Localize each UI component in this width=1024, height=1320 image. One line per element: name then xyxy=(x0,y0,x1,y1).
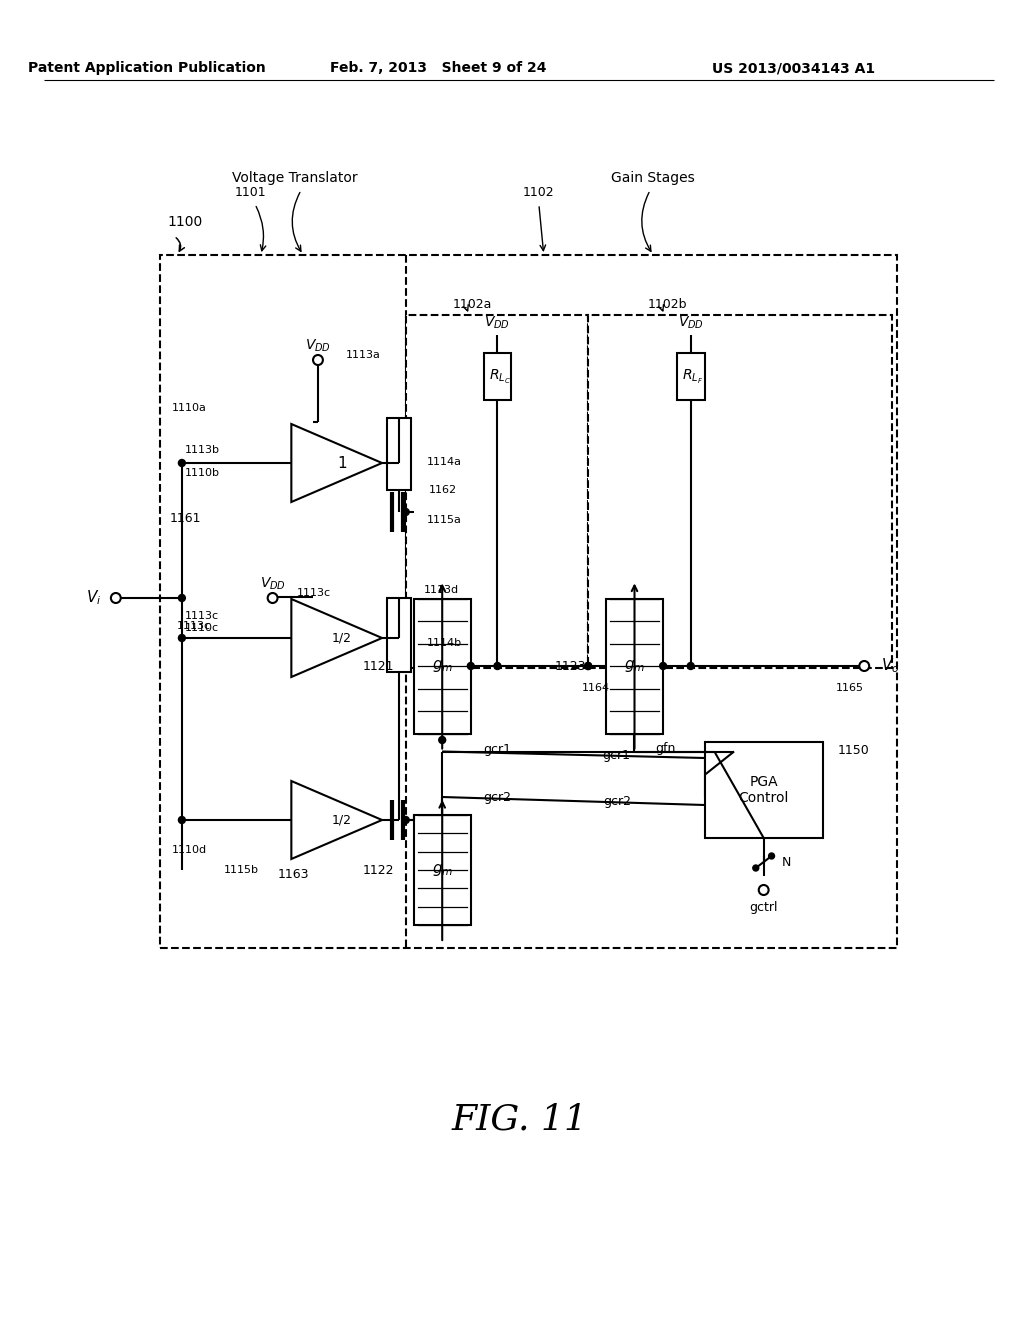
Text: $g_m$: $g_m$ xyxy=(431,862,453,878)
Text: 1110a: 1110a xyxy=(172,403,207,413)
Text: 1113c: 1113c xyxy=(185,611,219,620)
Text: $V_{DD}$: $V_{DD}$ xyxy=(484,314,510,331)
Text: 1113c: 1113c xyxy=(177,620,211,631)
Bar xyxy=(606,598,664,734)
Circle shape xyxy=(402,508,410,516)
Text: Gain Stages: Gain Stages xyxy=(611,172,695,185)
Text: 1161: 1161 xyxy=(170,511,202,524)
Bar xyxy=(387,418,411,490)
Text: 1110b: 1110b xyxy=(185,469,220,478)
Circle shape xyxy=(759,884,769,895)
Text: 1101: 1101 xyxy=(236,186,267,198)
Text: 1113a: 1113a xyxy=(345,350,381,360)
Text: 1114a: 1114a xyxy=(426,457,462,467)
Circle shape xyxy=(494,663,501,669)
Text: gctrl: gctrl xyxy=(750,902,778,915)
Text: gcr1: gcr1 xyxy=(602,748,630,762)
Text: 1102: 1102 xyxy=(523,186,555,198)
Circle shape xyxy=(585,663,592,669)
Text: 1115a: 1115a xyxy=(426,515,461,525)
Circle shape xyxy=(585,663,592,669)
Text: gcr2: gcr2 xyxy=(483,792,511,804)
Text: $V_{DD}$: $V_{DD}$ xyxy=(260,576,286,593)
Text: 1123: 1123 xyxy=(555,660,586,672)
Circle shape xyxy=(178,459,185,466)
Bar xyxy=(677,352,705,400)
Text: 1165: 1165 xyxy=(836,682,863,693)
Circle shape xyxy=(687,663,694,669)
Circle shape xyxy=(178,594,185,602)
Text: gcr1: gcr1 xyxy=(483,743,511,756)
Circle shape xyxy=(111,593,121,603)
Text: $g_m$: $g_m$ xyxy=(431,657,453,675)
Text: $R_{L_F}$: $R_{L_F}$ xyxy=(682,367,703,385)
Circle shape xyxy=(313,355,323,366)
Bar xyxy=(406,315,588,668)
Text: $V_i$: $V_i$ xyxy=(86,589,101,607)
Text: Voltage Translator: Voltage Translator xyxy=(232,172,358,185)
Circle shape xyxy=(753,865,759,871)
Text: FIG. 11: FIG. 11 xyxy=(452,1104,587,1137)
Text: 1113d: 1113d xyxy=(424,585,459,595)
Bar xyxy=(705,742,823,838)
Bar xyxy=(414,814,471,925)
Text: 1: 1 xyxy=(337,455,347,470)
Text: Feb. 7, 2013   Sheet 9 of 24: Feb. 7, 2013 Sheet 9 of 24 xyxy=(330,61,547,75)
Text: $R_{L_C}$: $R_{L_C}$ xyxy=(488,367,510,385)
Text: $g_m$: $g_m$ xyxy=(624,657,645,675)
Text: 1100: 1100 xyxy=(167,215,203,228)
Text: 1110c: 1110c xyxy=(185,623,219,634)
Text: gcr2: gcr2 xyxy=(604,795,632,808)
Text: 1102b: 1102b xyxy=(647,297,687,310)
Text: 1/2: 1/2 xyxy=(332,631,352,644)
Text: 1163: 1163 xyxy=(278,869,309,882)
Bar xyxy=(414,598,471,734)
Text: US 2013/0034143 A1: US 2013/0034143 A1 xyxy=(712,61,874,75)
Bar xyxy=(387,598,411,672)
Text: PGA
Control: PGA Control xyxy=(738,775,788,805)
Circle shape xyxy=(267,593,278,603)
Circle shape xyxy=(178,817,185,824)
Text: 1/2: 1/2 xyxy=(332,813,352,826)
Bar xyxy=(160,255,897,948)
Text: 1110d: 1110d xyxy=(172,845,207,855)
Text: 1115b: 1115b xyxy=(224,865,259,875)
Text: 1150: 1150 xyxy=(838,743,869,756)
Text: $V_{DD}$: $V_{DD}$ xyxy=(678,314,703,331)
Text: 1164: 1164 xyxy=(582,682,610,693)
Text: 1162: 1162 xyxy=(428,484,457,495)
Text: Patent Application Publication: Patent Application Publication xyxy=(29,61,266,75)
Text: 1113c: 1113c xyxy=(297,587,332,598)
Circle shape xyxy=(402,817,410,824)
Circle shape xyxy=(859,661,869,671)
Circle shape xyxy=(769,853,774,859)
Bar xyxy=(483,352,511,400)
Circle shape xyxy=(659,663,667,669)
Text: N: N xyxy=(781,855,791,869)
Text: $V_o$: $V_o$ xyxy=(881,656,899,676)
Circle shape xyxy=(438,737,445,743)
Text: gfn: gfn xyxy=(655,742,675,755)
Bar xyxy=(588,315,892,668)
Circle shape xyxy=(178,635,185,642)
Text: 1114b: 1114b xyxy=(426,638,462,648)
Text: 1121: 1121 xyxy=(362,660,394,672)
Text: 1113b: 1113b xyxy=(185,445,220,455)
Text: 1102a: 1102a xyxy=(453,297,493,310)
Text: 1122: 1122 xyxy=(362,863,394,876)
Circle shape xyxy=(467,663,474,669)
Text: $V_{DD}$: $V_{DD}$ xyxy=(305,338,331,354)
